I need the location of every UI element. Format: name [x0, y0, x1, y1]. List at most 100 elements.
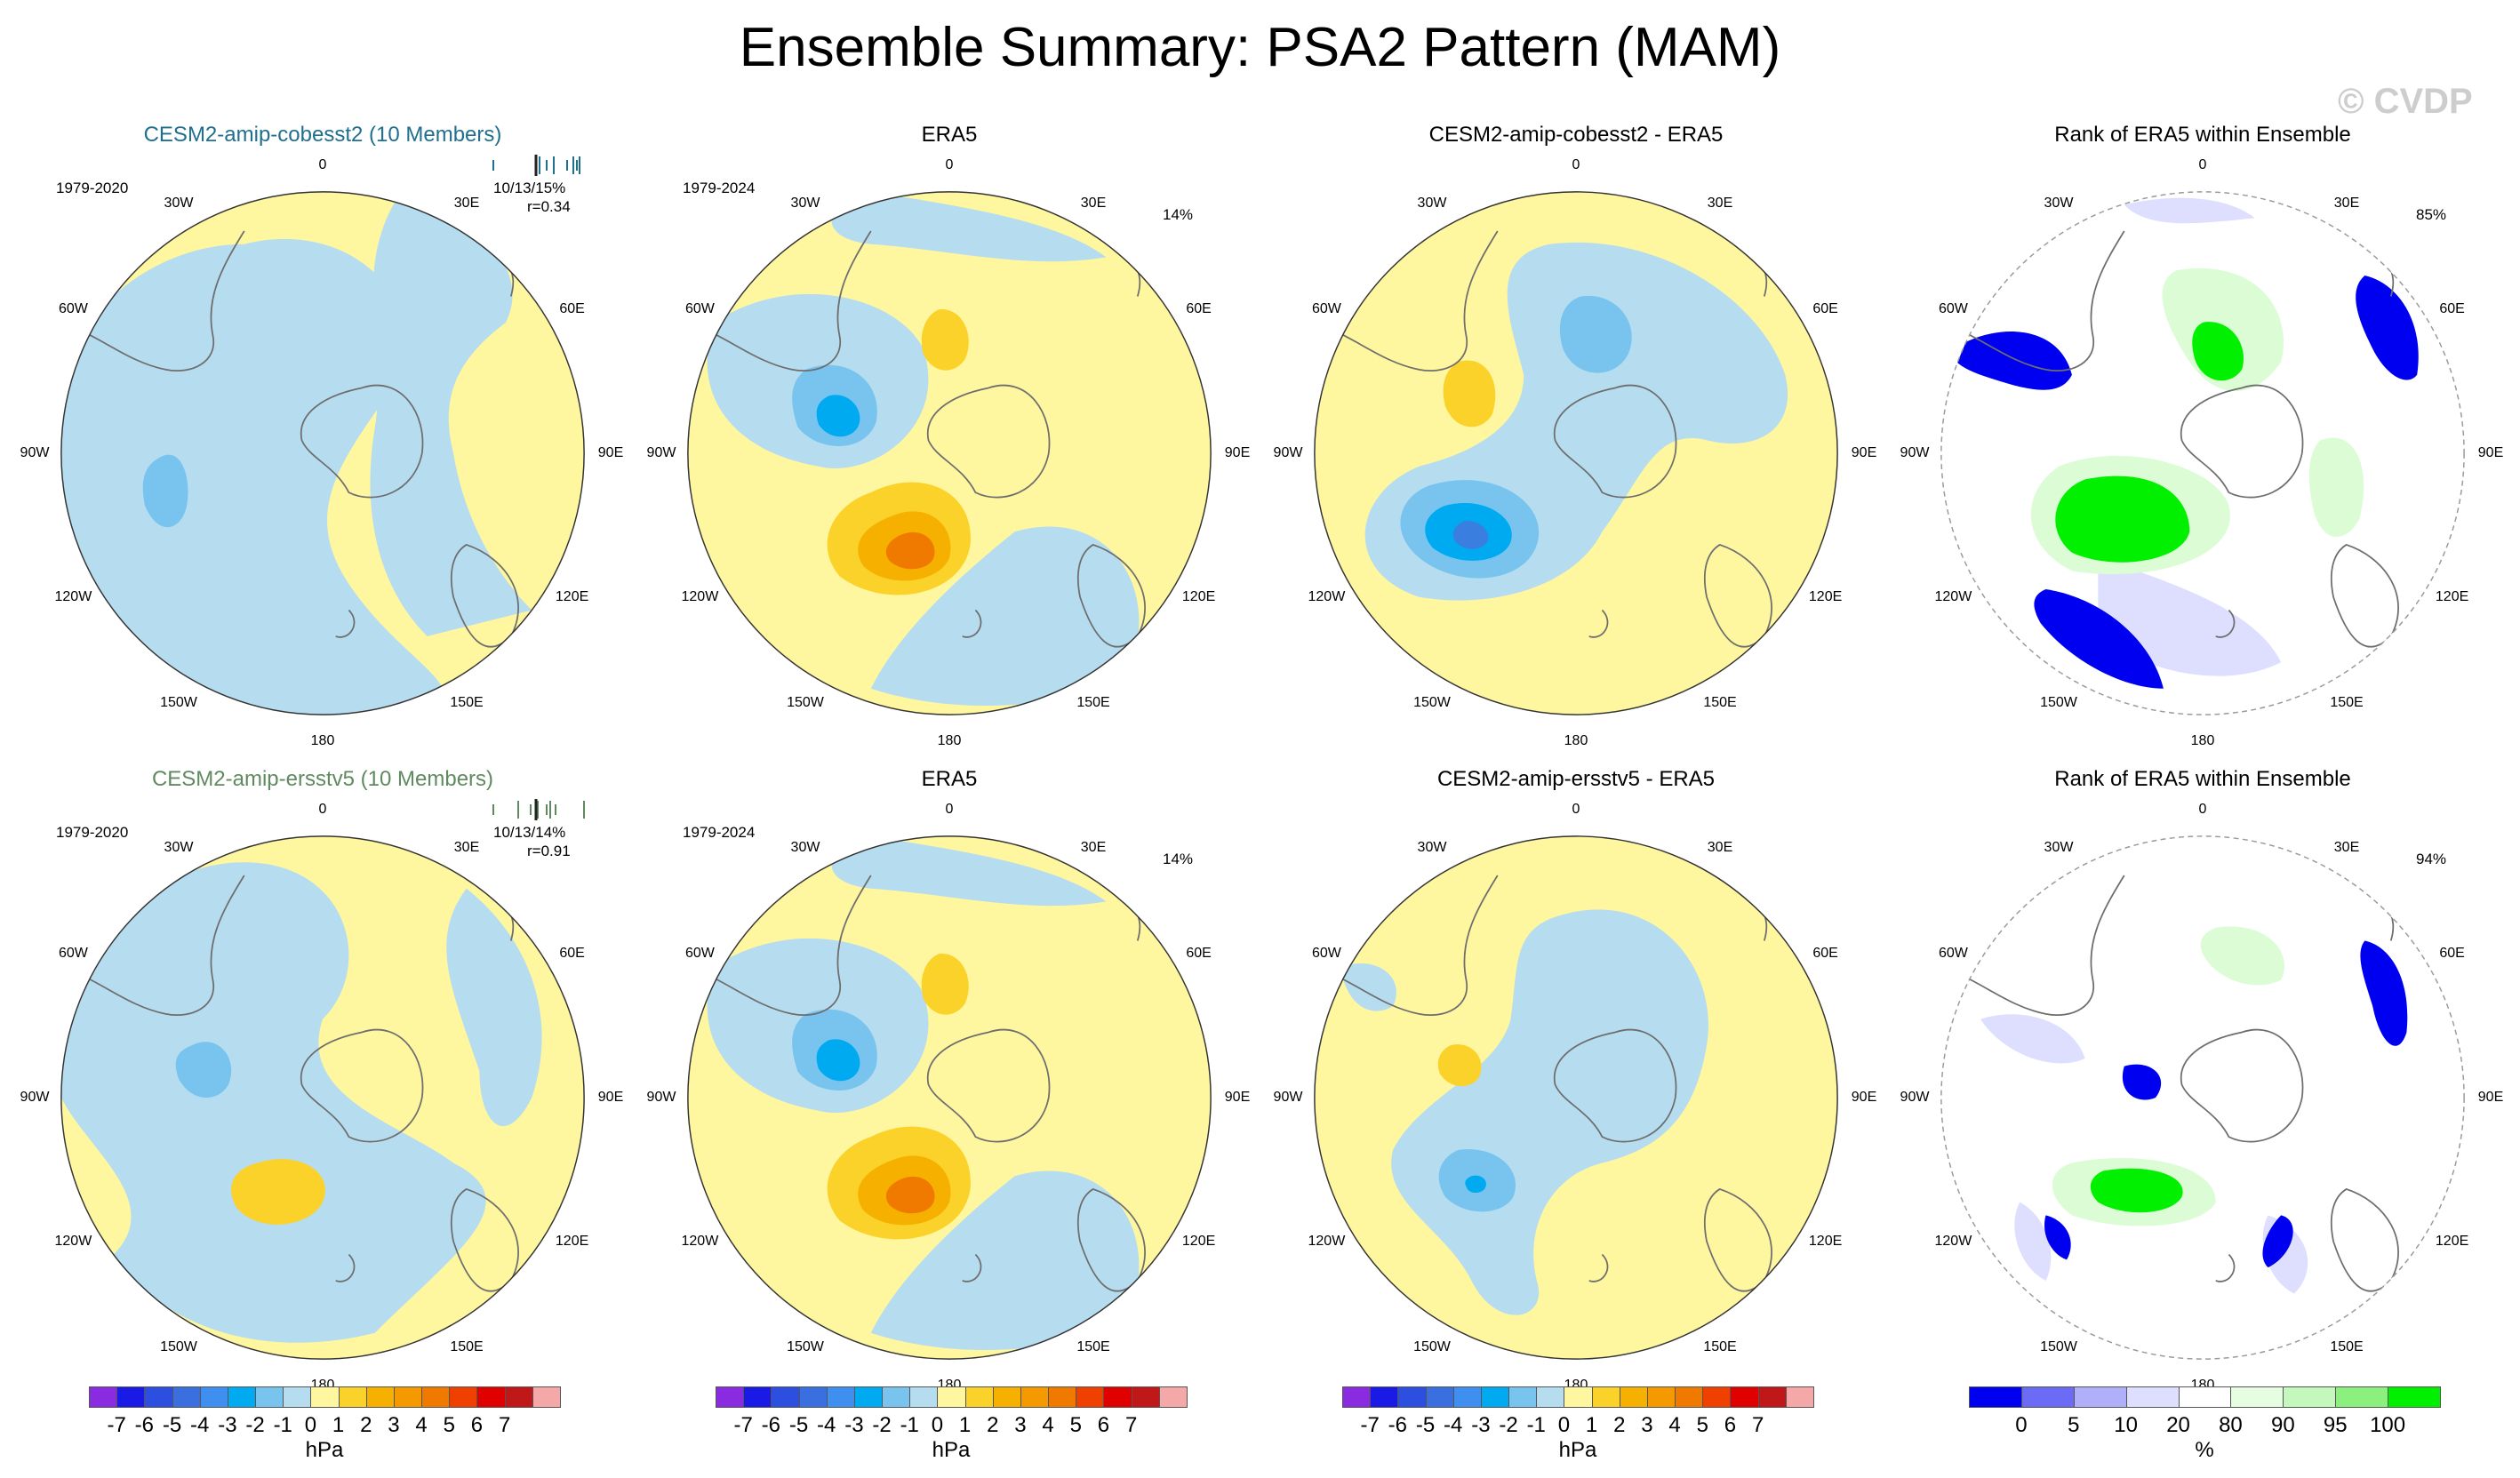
longitude-label: 120E [1181, 589, 1216, 604]
contour-region [1391, 909, 1708, 1315]
colorbar-swatch [1103, 1386, 1132, 1408]
contour-region [870, 526, 1140, 707]
colorbar-swatch [227, 1386, 257, 1408]
colorbar-swatch [909, 1386, 939, 1408]
colorbar-tick: -1 [273, 1413, 292, 1437]
longitude-label: 150W [1413, 1338, 1451, 1354]
longitude-label: 150E [2330, 1338, 2364, 1354]
longitude-label: 30E [1707, 840, 1733, 856]
colorbar-swatch [882, 1386, 911, 1408]
period-label: 1979-2020 [56, 824, 129, 841]
panel-title: CESM2-amip-cobesst2 (10 Members) [143, 123, 502, 147]
period-label: 1979-2020 [56, 180, 129, 196]
colorbar-tick: 0 [2015, 1413, 2028, 1437]
contour-region [2356, 276, 2419, 380]
longitude-label: 60E [1186, 301, 1212, 316]
contour-region [2124, 197, 2255, 224]
colorbar-swatch [421, 1386, 451, 1408]
colorbar-tick: -2 [872, 1413, 892, 1437]
contour-region [921, 309, 969, 371]
longitude-label: 180 [2190, 733, 2215, 748]
colorbar-tick: 95 [2323, 1413, 2348, 1437]
longitude-label: 30W [2044, 196, 2074, 212]
longitude-label: 60E [1812, 301, 1838, 316]
longitude-label: 180 [937, 733, 962, 748]
longitude-label: 90W [646, 1090, 676, 1105]
colorbar-swatch [1646, 1386, 1676, 1408]
colorbar-tick: -1 [1526, 1413, 1546, 1437]
longitude-label: 90W [20, 445, 50, 460]
longitude-label: 90E [1851, 445, 1877, 460]
psa2-map [60, 191, 585, 715]
colorbar-swatch [2178, 1386, 2232, 1408]
longitude-label: 0 [318, 802, 327, 817]
contour-region [60, 862, 486, 1343]
contour-region [870, 1170, 1140, 1351]
period-label: 1979-2024 [683, 180, 756, 196]
contour-region [816, 395, 860, 437]
colorbar-tick: 2 [1613, 1413, 1626, 1437]
colorbar-tick: -4 [190, 1413, 210, 1437]
colorbar-unit: % [2195, 1438, 2214, 1462]
colorbar-tick: 10 [2114, 1413, 2139, 1437]
longitude-label: 150E [1703, 694, 1737, 710]
colorbar-swatch [2283, 1386, 2337, 1408]
contour-region [2122, 1064, 2162, 1100]
coastline [687, 875, 1146, 1292]
longitude-label: 180 [310, 733, 335, 748]
colorbar-swatch [1508, 1386, 1538, 1408]
colorbar-tick: 5 [2068, 1413, 2080, 1437]
contour-region [2098, 557, 2282, 676]
colorbar-swatch [716, 1386, 745, 1408]
longitude-label: 150E [450, 694, 484, 710]
longitude-label: 90E [2477, 1090, 2504, 1105]
longitude-label: 0 [2198, 802, 2207, 817]
colorbar-swatch [1048, 1386, 1077, 1408]
colorbar-swatch [2335, 1386, 2389, 1408]
contour-region [231, 1159, 325, 1225]
colorbar-tick: -2 [1499, 1413, 1518, 1437]
longitude-label: 150W [2040, 694, 2077, 710]
longitude-label: 30E [453, 196, 480, 212]
longitude-label: 150E [1703, 1338, 1737, 1354]
difference-map [1314, 191, 1838, 715]
longitude-label: 90E [1224, 445, 1251, 460]
colorbar-tick: 2 [987, 1413, 999, 1437]
contour-region [831, 191, 1107, 262]
coastline [1940, 230, 2399, 648]
map-border [687, 835, 1212, 1360]
member-stats: 10/13/15% [493, 180, 566, 196]
map-background [1940, 835, 2465, 1360]
psa2-map [60, 835, 585, 1360]
contour-region [2308, 437, 2364, 538]
colorbar-unit: hPa [305, 1438, 344, 1462]
colorbar-swatch [393, 1386, 423, 1408]
colorbar-tick: 1 [958, 1413, 972, 1437]
longitude-label: 150E [2330, 694, 2364, 710]
longitude-label: 150E [1076, 694, 1110, 710]
colorbar-tick: -6 [761, 1413, 781, 1437]
colorbar-tick: -6 [1388, 1413, 1408, 1437]
map-background [1940, 191, 2465, 715]
colorbar-swatch [365, 1386, 395, 1408]
longitude-label: 150W [2040, 1338, 2077, 1354]
colorbar-tick: 6 [1724, 1413, 1737, 1437]
longitude-label: 120E [1808, 589, 1843, 604]
panel-title: Rank of ERA5 within Ensemble [2054, 767, 2351, 791]
longitude-label: 120W [681, 1234, 719, 1249]
longitude-label: 90W [20, 1090, 50, 1105]
colorbar-swatch [2125, 1386, 2180, 1408]
coastline [687, 230, 1146, 648]
colorbar-unit: hPa [932, 1438, 971, 1462]
member-stats: 10/13/14% [493, 824, 566, 841]
colorbar-swatch [743, 1386, 772, 1408]
coastline [1314, 230, 1772, 648]
contour-region [1980, 1014, 2085, 1064]
colorbar-swatch [1397, 1386, 1427, 1408]
contour-region [831, 835, 1107, 907]
longitude-label: 150W [160, 694, 197, 710]
colorbar-swatch [1564, 1386, 1593, 1408]
coastline [60, 230, 519, 648]
contour-region [1452, 521, 1489, 549]
panel-title: ERA5 [921, 123, 978, 147]
